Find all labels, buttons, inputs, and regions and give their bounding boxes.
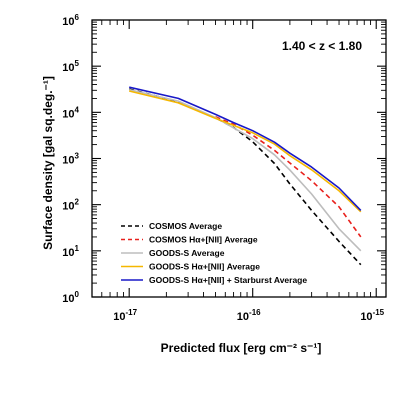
y-tick-label: 101 — [62, 244, 79, 259]
redshift-annotation: 1.40 < z < 1.80 — [282, 39, 362, 53]
x-axis-title: Predicted flux [erg cm⁻² s⁻¹] — [161, 341, 322, 355]
series-line-2 — [215, 116, 362, 238]
y-tick-label: 105 — [62, 59, 79, 74]
series-line-5 — [129, 86, 362, 211]
legend: COSMOS Average COSMOS Hα+[NII] Average GOO… — [121, 221, 307, 285]
legend-label-2: COSMOS Hα+[NII] Average — [149, 235, 258, 245]
legend-label-3: GOODS-S Average — [149, 248, 225, 258]
legend-label-1: COSMOS Average — [149, 221, 222, 231]
x-tick-label: 10-16 — [237, 308, 261, 323]
legend-label-4: GOODS-S Hα+[NII] Average — [149, 262, 260, 272]
y-tick-label: 104 — [62, 105, 79, 120]
x-tick-label: 10-17 — [113, 308, 137, 323]
legend-label-5: GOODS-S Hα+[NII] + Starburst Average — [149, 275, 307, 285]
y-tick-label: 106 — [62, 13, 79, 28]
series-line-3 — [129, 88, 362, 252]
series-layer — [128, 86, 362, 266]
y-tick-label: 103 — [62, 152, 79, 167]
y-tick-label: 100 — [62, 290, 79, 305]
y-axis-title: Surface density [gal sq.deg.⁻¹] — [41, 76, 55, 250]
series-line-4 — [129, 90, 362, 213]
axis-ticks: 10-17 10-16 10-15 100 101 102 103 104 105 106 — [62, 13, 386, 323]
y-tick-label: 102 — [62, 198, 79, 213]
x-tick-label: 10-15 — [360, 308, 384, 323]
